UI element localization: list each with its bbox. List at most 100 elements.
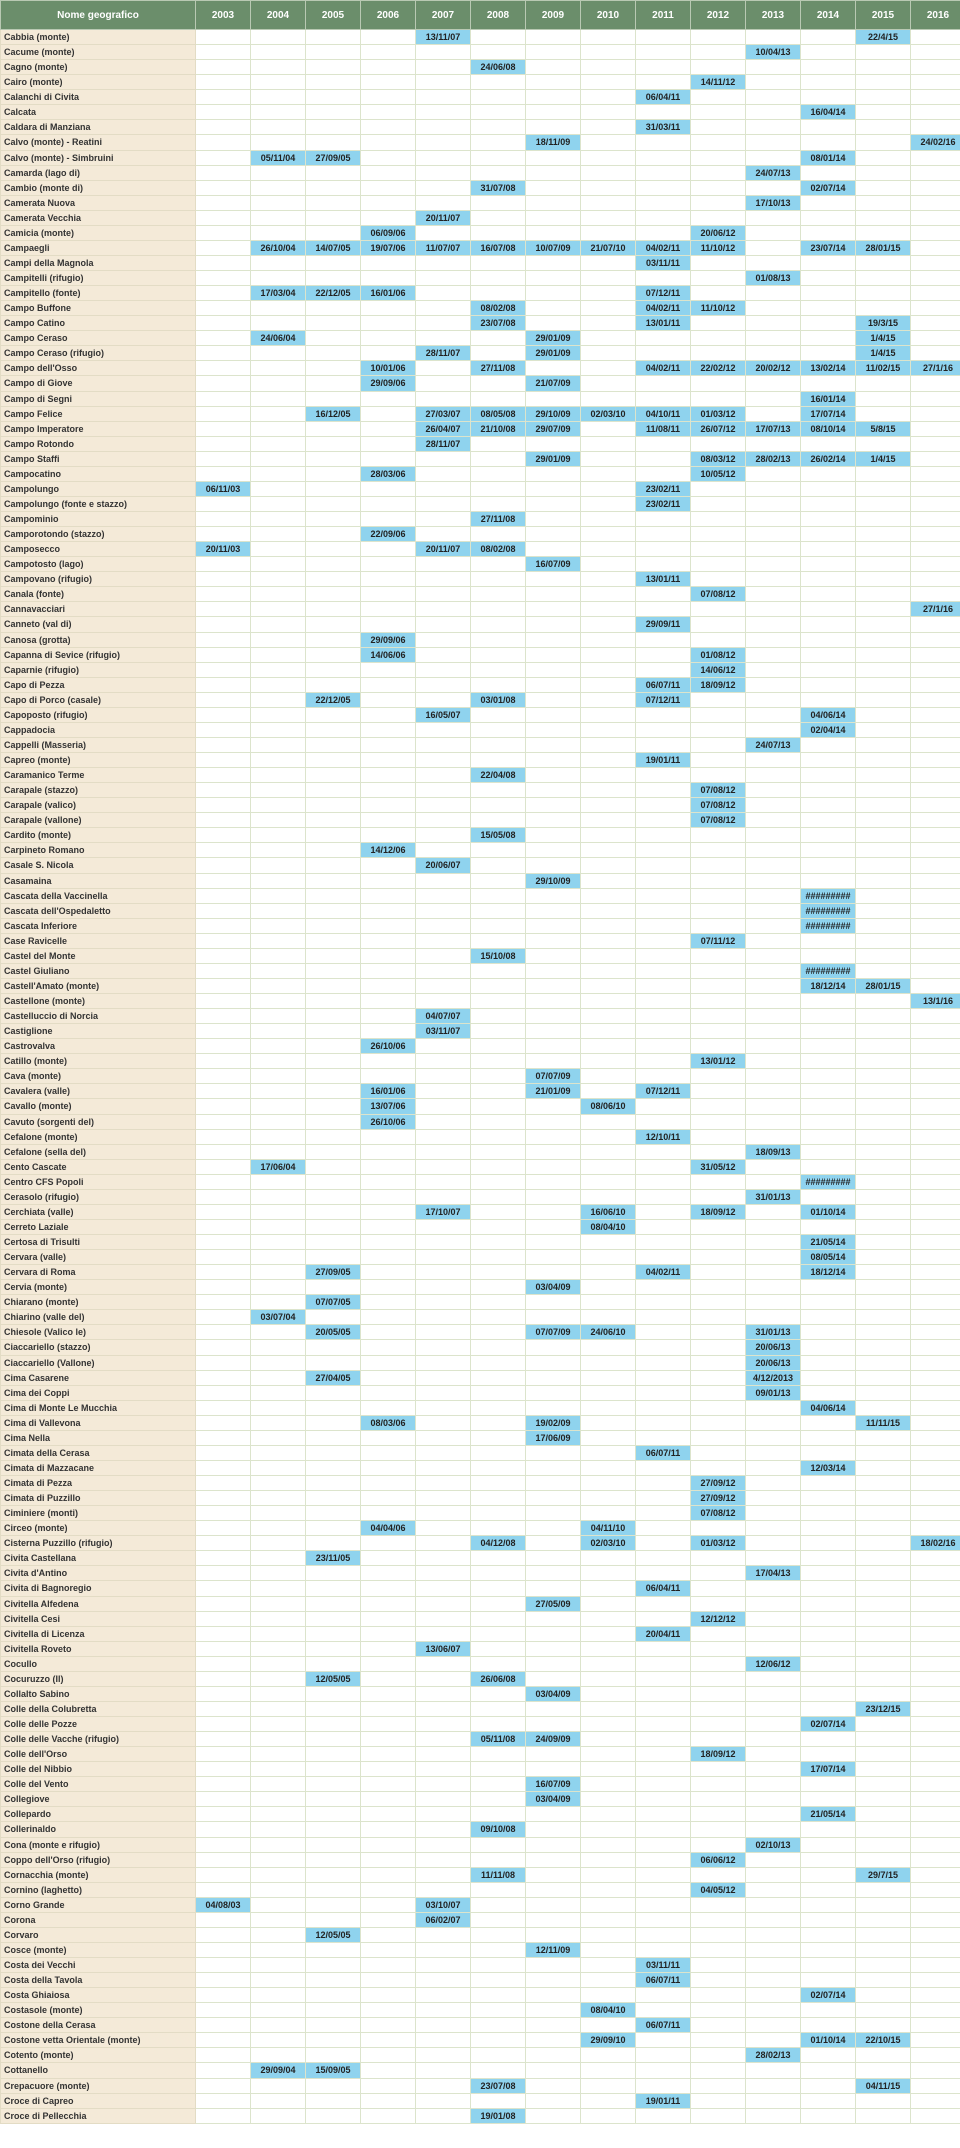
empty-cell[interactable] [305,2032,361,2049]
empty-cell[interactable] [415,556,471,573]
empty-cell[interactable] [305,1399,361,1416]
empty-cell[interactable] [745,962,801,979]
empty-cell[interactable] [415,1731,471,1748]
empty-cell[interactable] [360,1535,416,1552]
empty-cell[interactable] [470,1911,526,1928]
column-header-year[interactable]: 2008 [470,0,526,30]
place-name-cell[interactable]: Camposecco [0,541,196,558]
empty-cell[interactable] [910,1715,960,1733]
empty-cell[interactable] [800,1625,856,1642]
empty-cell[interactable] [855,1580,911,1597]
place-name-cell[interactable]: Campo Ceraso [0,330,196,347]
empty-cell[interactable] [635,2002,691,2019]
date-cell[interactable]: 20/11/03 [195,541,251,558]
empty-cell[interactable] [415,360,471,377]
empty-cell[interactable] [745,616,801,633]
empty-cell[interactable] [580,1776,636,1793]
empty-cell[interactable] [360,435,416,452]
empty-cell[interactable] [580,435,636,452]
empty-cell[interactable] [250,1791,306,1808]
empty-cell[interactable] [305,1565,361,1582]
empty-cell[interactable] [580,1354,636,1371]
empty-cell[interactable] [745,2092,801,2109]
empty-cell[interactable] [910,1791,960,1808]
empty-cell[interactable] [305,1098,361,1115]
date-cell[interactable]: 18/12/14 [800,977,856,995]
empty-cell[interactable] [360,1715,416,1733]
empty-cell[interactable] [250,1851,306,1868]
empty-cell[interactable] [910,224,960,241]
empty-cell[interactable] [360,1309,416,1326]
empty-cell[interactable] [305,480,361,497]
empty-cell[interactable] [305,44,361,61]
empty-cell[interactable] [525,2062,581,2079]
date-cell[interactable]: 04/02/11 [635,1264,691,1281]
place-name-cell[interactable]: Civitella Roveto [0,1640,196,1657]
empty-cell[interactable] [635,1158,691,1175]
empty-cell[interactable] [470,872,526,889]
empty-cell[interactable] [580,149,636,166]
empty-cell[interactable] [305,1610,361,1627]
empty-cell[interactable] [855,1324,911,1341]
date-cell[interactable]: 07/08/12 [690,797,746,814]
empty-cell[interactable] [470,1324,526,1341]
empty-cell[interactable] [580,1158,636,1175]
empty-cell[interactable] [690,2017,746,2034]
date-cell[interactable]: 08/03/06 [360,1414,416,1431]
empty-cell[interactable] [910,1218,960,1236]
empty-cell[interactable] [690,616,746,633]
empty-cell[interactable] [305,1384,361,1401]
empty-cell[interactable] [195,962,251,979]
date-cell[interactable]: 26/06/08 [470,1670,526,1687]
empty-cell[interactable] [855,74,911,91]
empty-cell[interactable] [635,224,691,241]
empty-cell[interactable] [195,586,251,603]
date-cell[interactable]: 17/03/04 [250,285,306,302]
date-cell[interactable]: 13/11/07 [415,28,471,46]
empty-cell[interactable] [855,1806,911,1823]
empty-cell[interactable] [415,2077,471,2094]
empty-cell[interactable] [195,797,251,814]
empty-cell[interactable] [635,465,691,482]
empty-cell[interactable] [855,1550,911,1567]
empty-cell[interactable] [415,1128,471,1145]
place-name-cell[interactable]: Cava (monte) [0,1068,196,1085]
empty-cell[interactable] [195,254,251,272]
date-cell[interactable]: 19/3/15 [855,315,911,332]
empty-cell[interactable] [580,1429,636,1446]
empty-cell[interactable] [690,1384,746,1401]
empty-cell[interactable] [580,571,636,588]
empty-cell[interactable] [360,1218,416,1236]
empty-cell[interactable] [195,2077,251,2094]
place-name-cell[interactable]: Cerasolo (rifugio) [0,1188,196,1205]
empty-cell[interactable] [305,1128,361,1145]
empty-cell[interactable] [800,1429,856,1446]
date-cell[interactable]: 24/06/10 [580,1324,636,1341]
empty-cell[interactable] [470,1444,526,1461]
empty-cell[interactable] [360,1354,416,1371]
empty-cell[interactable] [690,1128,746,1145]
empty-cell[interactable] [580,1866,636,1883]
date-cell[interactable]: 01/08/12 [690,646,746,663]
empty-cell[interactable] [525,706,581,723]
empty-cell[interactable] [305,2002,361,2019]
empty-cell[interactable] [690,2062,746,2079]
empty-cell[interactable] [195,1580,251,1597]
empty-cell[interactable] [195,1640,251,1657]
empty-cell[interactable] [470,1972,526,1989]
empty-cell[interactable] [195,616,251,633]
empty-cell[interactable] [470,1053,526,1070]
empty-cell[interactable] [910,977,960,995]
empty-cell[interactable] [800,736,856,754]
empty-cell[interactable] [525,797,581,814]
empty-cell[interactable] [910,797,960,814]
empty-cell[interactable] [525,541,581,558]
empty-cell[interactable] [305,1233,361,1251]
place-name-cell[interactable]: Cocuruzzo (Il) [0,1670,196,1687]
empty-cell[interactable] [800,1354,856,1371]
empty-cell[interactable] [360,1580,416,1597]
date-cell[interactable]: 15/09/05 [305,2062,361,2079]
empty-cell[interactable] [415,1866,471,1883]
empty-cell[interactable] [415,1264,471,1281]
date-cell[interactable]: 21/05/14 [800,1233,856,1251]
